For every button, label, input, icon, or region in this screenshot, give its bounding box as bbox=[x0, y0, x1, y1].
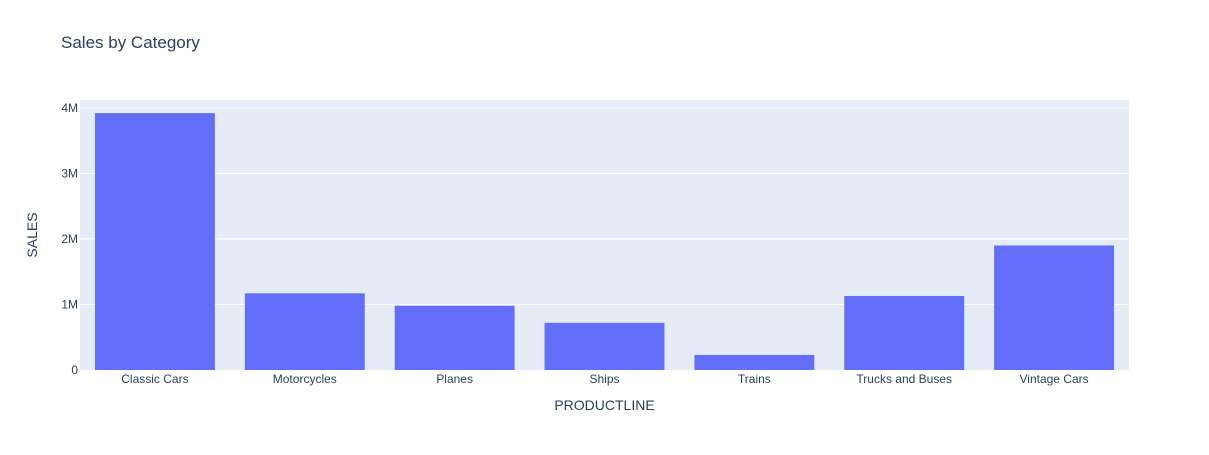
x-axis-ticks: Classic Cars Motorcycles Planes Ships Trains… bbox=[121, 372, 1088, 386]
y-tick-label: 4M bbox=[61, 101, 78, 115]
bar[interactable] bbox=[544, 322, 665, 370]
y-tick-label: 3M bbox=[61, 166, 78, 180]
x-tick-label: Classic Cars bbox=[121, 372, 188, 386]
x-tick-label: Vintage Cars bbox=[1019, 372, 1088, 386]
y-tick-label: 0 bbox=[71, 363, 78, 377]
x-tick-label: Trains bbox=[738, 372, 771, 386]
bar[interactable] bbox=[994, 245, 1115, 370]
x-axis-title: PRODUCTLINE bbox=[554, 397, 654, 413]
bar[interactable] bbox=[244, 293, 365, 370]
x-tick-label: Planes bbox=[436, 372, 473, 386]
x-tick-label: Motorcycles bbox=[273, 372, 337, 386]
y-tick-label: 1M bbox=[61, 297, 78, 311]
x-tick-label: Ships bbox=[589, 372, 619, 386]
chart-title: Sales by Category bbox=[61, 33, 200, 52]
bar[interactable] bbox=[94, 113, 215, 370]
bar[interactable] bbox=[844, 295, 965, 370]
y-tick-label: 2M bbox=[61, 232, 78, 246]
bar[interactable] bbox=[394, 305, 515, 370]
bars bbox=[94, 113, 1115, 370]
x-tick-label: Trucks and Buses bbox=[856, 372, 952, 386]
y-axis-title: SALES bbox=[24, 212, 40, 257]
bar[interactable] bbox=[694, 354, 815, 370]
y-axis-ticks: 0 1M 2M 3M 4M bbox=[61, 101, 78, 377]
